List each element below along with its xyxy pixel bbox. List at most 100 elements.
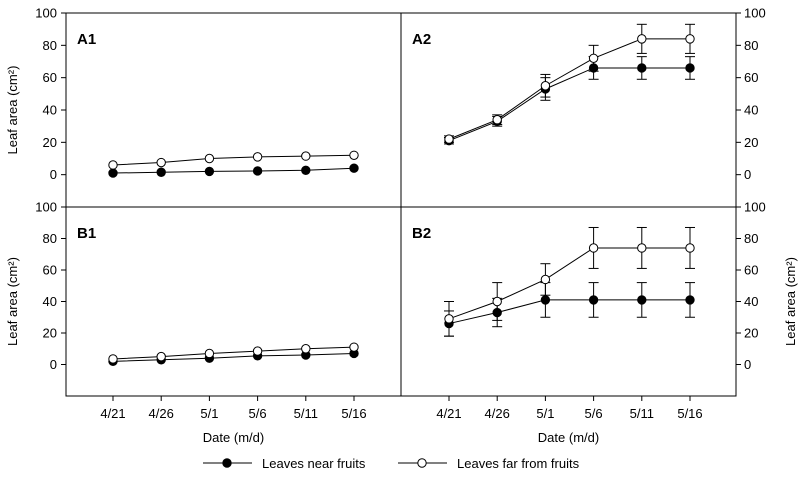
- series-line: [448, 247, 690, 320]
- y-tick-label: 60: [744, 70, 758, 85]
- data-point: [301, 344, 311, 354]
- data-point: [301, 151, 311, 161]
- data-point: [637, 295, 647, 305]
- x-tick-label: 5/11: [294, 406, 318, 421]
- panels: A1 0 20 40 60 80 100 Leaf area (cm²) A2 0 20 40 60 80…: [5, 6, 798, 446]
- y-tick-label: 60: [43, 263, 57, 278]
- legend-far-label: Leaves far from fruits: [457, 456, 580, 471]
- data-point: [108, 354, 118, 364]
- data-point: [349, 342, 359, 352]
- x-axis-label: Date (m/d): [203, 430, 264, 445]
- series-line: [112, 346, 355, 360]
- series-far-from-fruits: [112, 154, 355, 166]
- x-tick-label: 5/6: [249, 406, 267, 421]
- legend-far-marker: [417, 458, 427, 468]
- data-point: [588, 243, 599, 253]
- series-line: [448, 38, 690, 140]
- x-tick-label: 5/16: [677, 406, 702, 421]
- panel-a2: A2 0 20 40 60 80 100: [412, 6, 766, 183]
- panel-label: A2: [412, 31, 431, 48]
- data-point: [204, 348, 215, 359]
- series-near-fruits: [112, 352, 355, 362]
- x-tick-label: 4/26: [485, 406, 510, 421]
- y-tick-label: 100: [35, 6, 57, 21]
- data-point: [108, 168, 118, 178]
- x-axis-label: Date (m/d): [538, 430, 599, 445]
- data-point: [588, 63, 599, 73]
- x-tick-label: 5/11: [630, 406, 654, 421]
- x-tick-label: 4/21: [436, 406, 461, 421]
- data-point: [204, 166, 215, 177]
- legend-near-label: Leaves near fruits: [262, 456, 366, 471]
- series-far-from-fruits: [112, 346, 355, 360]
- data-point: [685, 243, 695, 253]
- panel-b1: B1 0 20 40 60 80 100 Leaf area (cm²) 4/21 4/26 5/1…: [5, 200, 367, 446]
- series-near-fruits: [444, 56, 695, 145]
- data-point: [588, 53, 599, 63]
- y-tick-label: 20: [744, 326, 758, 341]
- legend: Leaves near fruits Leaves far from fruit…: [203, 456, 580, 471]
- y-tick-label: 100: [744, 6, 766, 21]
- x-tick-label: 5/16: [341, 406, 366, 421]
- data-point: [156, 351, 166, 362]
- x-tick-label: 5/1: [536, 406, 554, 421]
- data-point: [492, 307, 502, 318]
- y-tick-label: 60: [43, 70, 57, 85]
- series-line: [448, 299, 690, 325]
- data-point: [637, 63, 647, 73]
- series-line: [112, 352, 355, 362]
- y-tick-label: 20: [744, 135, 758, 150]
- y-tick-label: 20: [43, 326, 57, 341]
- panel-a1: A1 0 20 40 60 80 100 Leaf area (cm²): [5, 6, 359, 182]
- series-line: [112, 167, 355, 174]
- x-tick-label: 4/26: [149, 406, 174, 421]
- y-tick-label: 80: [43, 231, 57, 246]
- data-point: [492, 296, 502, 307]
- y-tick-label: 80: [744, 38, 758, 53]
- y-tick-label: 40: [744, 294, 758, 309]
- y-tick-label: 20: [43, 135, 57, 150]
- y-tick-label: 40: [43, 103, 57, 118]
- data-point: [637, 34, 647, 44]
- series-line: [112, 154, 355, 166]
- y-tick-label: 100: [744, 200, 766, 215]
- y-tick-label: 80: [43, 38, 57, 53]
- y-tick-label: 0: [50, 167, 57, 182]
- y-tick-label: 0: [744, 167, 751, 182]
- panel-frame: [65, 12, 737, 397]
- panel-label: B1: [77, 225, 96, 242]
- data-point: [108, 160, 118, 170]
- y-tick-label: 0: [744, 357, 751, 372]
- data-point: [685, 34, 695, 44]
- panel-label: B2: [412, 225, 431, 242]
- series-near-fruits: [112, 167, 355, 174]
- data-point: [204, 153, 215, 164]
- data-point: [349, 163, 359, 173]
- series-near-fruits: [444, 282, 695, 337]
- y-tick-label: 40: [43, 294, 57, 309]
- data-point: [637, 243, 647, 253]
- data-point: [252, 166, 263, 176]
- data-point: [252, 152, 263, 162]
- series-far-from-fruits: [444, 23, 695, 143]
- x-tick-label: 5/6: [585, 406, 603, 421]
- x-tick-label: 4/21: [100, 406, 125, 421]
- y-tick-label: 80: [744, 231, 758, 246]
- data-point: [444, 314, 454, 324]
- data-point: [349, 150, 359, 160]
- data-point: [540, 295, 551, 305]
- data-point: [685, 63, 695, 73]
- y-tick-label: 100: [35, 200, 57, 215]
- data-point: [444, 134, 454, 144]
- data-point: [540, 274, 551, 285]
- data-point: [540, 81, 551, 91]
- series-line: [448, 67, 690, 142]
- series-far-from-fruits: [444, 226, 695, 337]
- data-point: [588, 295, 599, 305]
- y-axis-label: Leaf area (cm²): [5, 66, 20, 155]
- panel-label: A1: [77, 31, 96, 48]
- legend-near-marker: [222, 458, 232, 468]
- data-point: [156, 157, 166, 168]
- y-tick-label: 60: [744, 263, 758, 278]
